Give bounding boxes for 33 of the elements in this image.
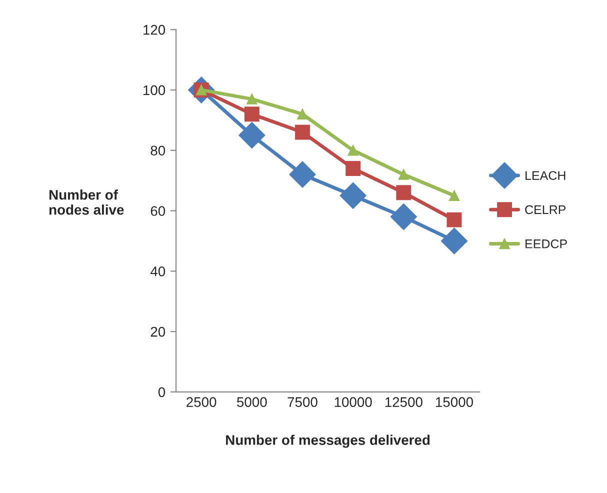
- y-tick-label: 60: [150, 206, 166, 216]
- point: [448, 190, 460, 202]
- point: [346, 161, 361, 176]
- y-tick-label: 120: [144, 24, 166, 35]
- point: [238, 122, 266, 149]
- point: [396, 185, 412, 200]
- legend-label: LEACH: [526, 171, 566, 180]
- point: [446, 212, 462, 228]
- point: [246, 94, 258, 104]
- y-tick-label: 0: [158, 387, 166, 398]
- x-tick-label: 5000: [237, 397, 267, 407]
- point: [348, 144, 358, 156]
- x-tick-label: 7500: [288, 397, 318, 407]
- point: [390, 204, 417, 230]
- y-tick-label: 80: [150, 146, 166, 156]
- y-tick-label: 40: [150, 266, 166, 276]
- x-tick-label: 15000: [436, 397, 474, 407]
- y-axis-title: Number of nodes alive: [49, 190, 124, 215]
- point: [340, 182, 366, 209]
- y-tick-label: 20: [150, 326, 166, 337]
- point: [244, 106, 260, 122]
- point: [295, 124, 310, 140]
- point: [297, 108, 308, 120]
- x-tick-label: 12500: [385, 397, 422, 407]
- x-tick-label: 2500: [186, 397, 216, 407]
- x-tick-label: 10000: [334, 397, 372, 407]
- point: [289, 161, 316, 188]
- legend-label: EEDCP: [526, 239, 567, 248]
- point: [398, 169, 410, 180]
- point: [440, 228, 468, 254]
- x-axis-title: Number of messages delivered: [226, 434, 430, 448]
- y-tick-label: 100: [144, 85, 166, 96]
- legend-label: CELRP: [525, 205, 566, 214]
